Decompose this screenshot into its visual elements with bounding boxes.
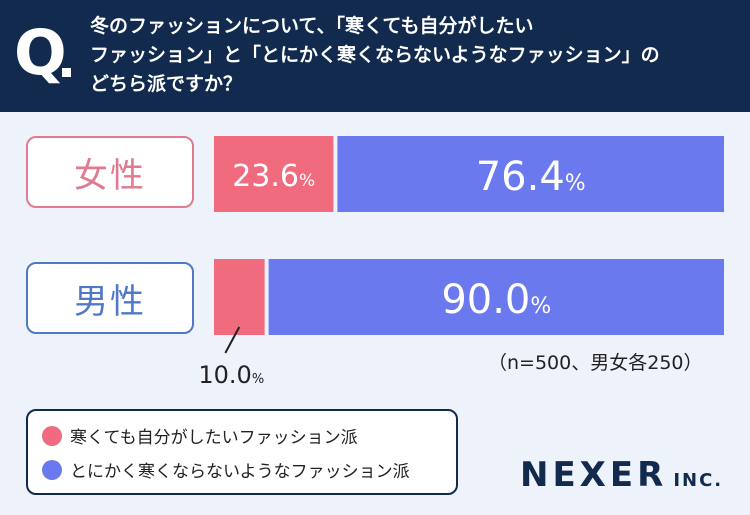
legend-item-own-fashion: 寒くても自分がしたいファッション派 [42,423,358,448]
legend: 寒くても自分がしたいファッション派 とにかく寒くならないようなファッション派 [26,409,458,495]
bar-label-1-0: 10.0% [198,361,264,389]
bar-label-0-1: 76.4% [476,154,586,200]
legend-item-warm-fashion: とにかく寒くならないようなファッション派 [42,457,410,482]
legend-label-own-fashion: 寒くても自分がしたいファッション派 [70,428,358,448]
logo-main: NEXER [520,455,668,495]
nexer-logo: NEXER INC. [520,455,723,495]
bar-0-1 [337,136,724,212]
question-line-3: どちら派ですか？ [90,73,243,95]
question-text: 冬のファッションについて、「寒くても自分がしたい ファッション」と「とにかく寒く… [90,12,740,99]
question-line-2: ファッション」と「とにかく寒くならないようなファッション」の [90,44,660,66]
q-mark: Q [14,16,67,89]
leader-line [224,326,241,354]
category-label-female: 女性 [26,136,194,208]
bar-1-1 [268,259,724,335]
bar-0-0 [214,136,334,212]
legend-swatch-blue [42,459,62,480]
bar-1-0 [214,259,265,335]
sample-note: （n=500、男女各250） [488,352,703,374]
question-header: Q 冬のファッションについて、「寒くても自分がしたい ファッション」と「とにかく… [0,0,750,112]
q-dot [62,68,71,77]
stacked-bar-chart: 23.6% 76.4% 10.0% 90.0% [198,136,724,389]
logo-sub: INC. [673,470,724,491]
category-label-male: 男性 [26,262,194,334]
bar-label-0-0: 23.6% [232,159,315,194]
bar-label-1-1: 90.0% [441,277,551,323]
question-line-1: 冬のファッションについて、「寒くても自分がしたい [90,15,534,37]
legend-label-warm-fashion: とにかく寒くならないようなファッション派 [70,462,410,482]
legend-swatch-pink [42,425,62,446]
